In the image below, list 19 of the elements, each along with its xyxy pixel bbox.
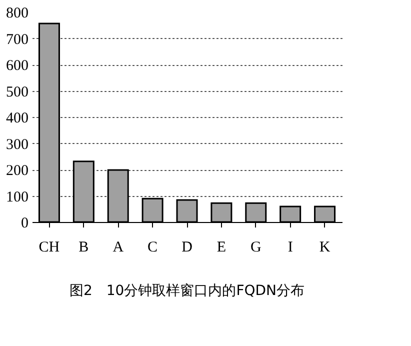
x-tick-label: C: [148, 240, 158, 256]
x-tick-label: I: [288, 240, 293, 256]
y-tick-label: 700: [6, 32, 28, 48]
y-tick-label: 800: [6, 6, 28, 22]
x-tick-label: D: [182, 240, 193, 256]
y-tick-label: 400: [6, 110, 28, 126]
x-tick-label: CH: [38, 240, 60, 256]
x-tick-label: B: [78, 240, 89, 256]
y-tick-label: 600: [6, 58, 28, 74]
y-tick-label: 300: [6, 136, 28, 153]
y-tick-label: 0: [21, 216, 28, 232]
x-tick-label: K: [319, 240, 330, 256]
text: 图2 10分钟取样窗口内的FQDN分布: [69, 283, 305, 299]
x-tick-label: A: [112, 240, 124, 256]
x-tick-label: E: [216, 240, 226, 256]
x-tick-label: G: [250, 240, 262, 256]
y-tick-label: 500: [6, 84, 28, 100]
y-tick-label: 200: [6, 163, 28, 179]
y-tick-label: 100: [6, 189, 28, 206]
